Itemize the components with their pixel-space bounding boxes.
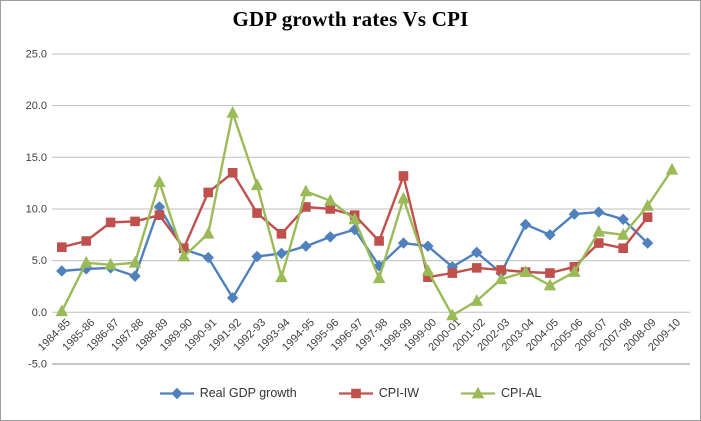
- square-marker-icon: [471, 263, 482, 273]
- y-axis-tick-label: 20.0: [26, 100, 47, 112]
- diamond-marker-icon: [324, 231, 336, 243]
- diamond-marker-icon: [170, 387, 183, 399]
- triangle-marker-icon: [275, 270, 288, 283]
- diamond-marker-icon: [568, 208, 581, 220]
- triangle-marker-icon: [55, 304, 69, 317]
- square-marker-icon: [227, 168, 238, 178]
- diamond-marker-icon: [251, 250, 263, 263]
- triangle-marker-icon: [543, 278, 557, 291]
- triangle-marker-icon: [592, 224, 606, 237]
- square-legend-icon: [338, 388, 373, 398]
- square-marker-icon: [130, 216, 140, 227]
- square-marker-icon: [642, 212, 653, 223]
- triangle-legend-icon: [461, 386, 496, 398]
- square-marker-icon: [374, 236, 384, 246]
- diamond-marker-icon: [471, 246, 483, 259]
- diamond-marker-icon: [202, 251, 214, 264]
- legend-label: Real GDP growth: [199, 386, 297, 400]
- diamond-marker-icon: [56, 265, 68, 277]
- diamond-marker-icon: [519, 218, 532, 231]
- diamond-legend-icon: [159, 387, 194, 399]
- triangle-marker-icon: [446, 308, 459, 321]
- y-axis-tick-label: 5.0: [32, 255, 47, 267]
- square-marker-icon: [398, 171, 409, 181]
- triangle-marker-icon: [641, 199, 654, 211]
- legend-label: CPI-IW: [378, 386, 420, 400]
- triangle-marker-icon: [79, 255, 93, 268]
- y-axis-tick-label: 10.0: [26, 203, 47, 215]
- square-marker-icon: [203, 187, 214, 198]
- triangle-marker-icon: [519, 265, 532, 277]
- y-axis-tick-label: 0.0: [32, 307, 47, 319]
- square-marker-icon: [593, 238, 604, 248]
- triangle-marker-icon: [494, 272, 508, 285]
- square-marker-icon: [545, 268, 555, 278]
- triangle-marker-icon: [177, 249, 191, 262]
- y-axis-tick-label: 25.0: [26, 48, 47, 60]
- square-marker-icon: [81, 236, 92, 246]
- triangle-marker-icon: [299, 184, 313, 197]
- triangle-marker-icon: [153, 175, 166, 188]
- legend-item-cpi-iw: CPI-IW: [338, 386, 420, 400]
- diamond-marker-icon: [300, 240, 312, 252]
- legend-label: CPI-AL: [501, 386, 542, 400]
- triangle-marker-icon: [372, 271, 386, 284]
- triangle-marker-icon: [324, 193, 337, 206]
- chart-title: GDP growth rates Vs CPI: [232, 7, 469, 31]
- triangle-marker-icon: [470, 294, 483, 306]
- triangle-marker-icon: [202, 226, 215, 239]
- triangle-marker-icon: [226, 106, 239, 118]
- diamond-marker-icon: [275, 247, 288, 260]
- triangle-marker-icon: [128, 255, 142, 268]
- diamond-marker-icon: [617, 213, 629, 226]
- triangle-marker-icon: [568, 265, 581, 277]
- diamond-marker-icon: [593, 206, 605, 218]
- diamond-marker-icon: [422, 240, 434, 252]
- y-axis-tick-label: -5.0: [28, 358, 47, 370]
- triangle-marker-icon: [250, 178, 264, 191]
- legend-item-cpi-al: CPI-AL: [461, 386, 541, 400]
- diamond-marker-icon: [641, 237, 654, 249]
- diamond-marker-icon: [397, 237, 410, 249]
- square-marker-icon: [276, 228, 287, 239]
- diamond-marker-icon: [544, 229, 556, 241]
- triangle-marker-icon: [397, 191, 410, 204]
- square-marker-icon: [496, 265, 506, 275]
- diamond-marker-icon: [129, 270, 141, 282]
- square-marker-icon: [57, 242, 67, 253]
- square-marker-icon: [105, 217, 116, 228]
- triangle-marker-icon: [348, 212, 361, 225]
- legend-item-real-gdp-growth: Real GDP growth: [159, 386, 297, 400]
- square-marker-icon: [154, 210, 165, 220]
- legend: Real GDP growth CPI-IW CPI-AL: [1, 383, 700, 403]
- triangle-marker-icon: [421, 264, 435, 276]
- triangle-marker-icon: [471, 386, 485, 398]
- square-marker-icon: [350, 388, 361, 398]
- triangle-marker-icon: [616, 227, 630, 240]
- square-marker-icon: [252, 208, 262, 218]
- y-axis-tick-label: 15.0: [26, 152, 47, 164]
- square-marker-icon: [618, 243, 628, 254]
- triangle-marker-icon: [104, 257, 117, 270]
- triangle-marker-icon: [665, 162, 679, 175]
- square-marker-icon: [447, 268, 458, 278]
- diamond-marker-icon: [226, 292, 239, 304]
- square-marker-icon: [325, 204, 336, 214]
